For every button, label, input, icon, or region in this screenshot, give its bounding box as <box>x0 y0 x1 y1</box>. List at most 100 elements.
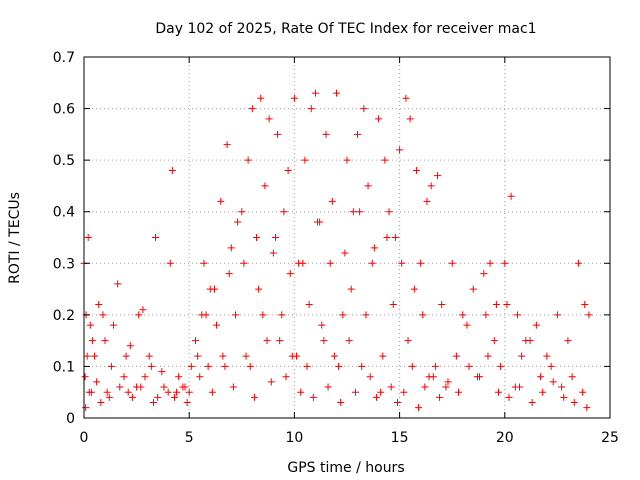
data-point <box>335 362 343 370</box>
data-point <box>326 259 334 267</box>
axis-ticks: 0 5 10 15 20 25 0 0.1 0.2 0.3 0.4 0.5 0.6 0.7 <box>53 50 619 446</box>
data-point <box>419 311 427 319</box>
data-point <box>372 393 380 401</box>
data-point <box>135 311 143 319</box>
data-point <box>503 301 511 309</box>
data-point <box>259 311 267 319</box>
data-point <box>276 337 284 345</box>
data-point <box>152 234 160 241</box>
data-point <box>482 311 490 319</box>
data-point <box>101 337 109 345</box>
data-point <box>362 311 370 319</box>
data-point <box>345 337 353 345</box>
data-point <box>393 399 401 407</box>
data-point <box>267 378 275 386</box>
data-point <box>269 249 277 257</box>
data-point <box>246 362 254 370</box>
data-point <box>490 337 498 345</box>
data-point <box>194 352 202 360</box>
data-point <box>513 311 521 319</box>
data-point <box>343 156 351 164</box>
y-tick-label: 0 <box>66 411 75 427</box>
data-point <box>543 352 551 360</box>
data-point <box>149 399 157 407</box>
data-point <box>166 259 174 267</box>
data-point <box>322 130 330 138</box>
data-point <box>379 352 387 360</box>
data-point <box>442 383 450 391</box>
data-point <box>198 311 206 319</box>
x-axis-label: GPS time / hours <box>287 460 404 476</box>
data-point <box>170 393 178 401</box>
data-point <box>305 301 313 309</box>
chart-title: Day 102 of 2025, Rate Of TEC Index for r… <box>155 21 536 37</box>
data-point <box>423 197 431 205</box>
data-point <box>526 337 534 345</box>
y-tick-label: 0.4 <box>53 205 75 221</box>
data-point <box>120 373 128 381</box>
data-point <box>364 182 372 190</box>
data-point <box>581 301 589 309</box>
data-point <box>494 388 502 396</box>
data-point <box>223 141 231 149</box>
data-point <box>431 362 439 370</box>
data-point <box>208 388 216 396</box>
x-tick-label: 25 <box>601 430 619 446</box>
data-point <box>532 321 540 329</box>
data-point <box>250 393 258 401</box>
y-tick-label: 0.3 <box>53 256 75 272</box>
data-point <box>225 270 233 278</box>
data-point <box>200 259 208 267</box>
data-point <box>192 337 200 345</box>
data-point <box>368 259 376 267</box>
data-point <box>116 383 124 391</box>
data-point <box>210 285 218 293</box>
data-point <box>459 311 467 319</box>
data-point <box>221 362 229 370</box>
data-point <box>366 373 374 381</box>
data-point <box>507 192 515 200</box>
data-point <box>265 115 273 123</box>
data-point <box>217 197 225 205</box>
data-point <box>274 130 282 138</box>
data-point <box>385 208 393 216</box>
data-point <box>332 89 340 97</box>
data-point <box>505 393 513 401</box>
data-point <box>91 352 99 360</box>
data-point <box>297 388 305 396</box>
data-point <box>114 280 122 288</box>
data-point <box>168 166 176 174</box>
data-point <box>183 399 191 407</box>
data-point <box>360 105 368 113</box>
data-point <box>160 383 168 391</box>
data-point <box>549 378 557 386</box>
data-point <box>139 306 147 314</box>
data-point <box>501 259 509 267</box>
data-point <box>570 399 578 407</box>
data-point <box>553 311 561 319</box>
data-point <box>568 373 576 381</box>
data-point <box>455 388 463 396</box>
data-point <box>484 352 492 360</box>
data-point <box>486 259 494 267</box>
data-point <box>381 156 389 164</box>
data-point <box>88 337 96 345</box>
data-point <box>278 311 286 319</box>
data-point <box>301 156 309 164</box>
data-point <box>518 352 526 360</box>
data-point <box>164 388 172 396</box>
data-point <box>415 404 423 412</box>
data-point <box>280 208 288 216</box>
data-point <box>547 362 555 370</box>
data-point <box>196 373 204 381</box>
data-point <box>583 404 591 412</box>
data-point <box>158 368 166 376</box>
data-point <box>375 115 383 123</box>
data-point <box>448 259 456 267</box>
data-point <box>320 337 328 345</box>
data-point <box>383 234 391 241</box>
x-tick-label: 0 <box>80 430 89 446</box>
data-point <box>137 383 145 391</box>
data-point <box>263 337 271 345</box>
